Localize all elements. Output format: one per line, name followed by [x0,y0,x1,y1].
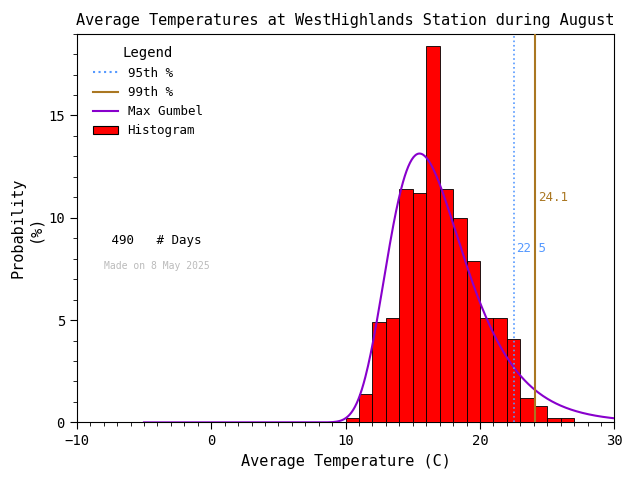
Bar [399,189,413,422]
Legend: 95th %, 99th %, Max Gumbel, Histogram: 95th %, 99th %, Max Gumbel, Histogram [88,41,207,143]
Text: 24.1: 24.1 [538,191,568,204]
Bar [547,418,561,422]
Title: Average Temperatures at WestHighlands Station during August: Average Temperatures at WestHighlands St… [76,13,615,28]
Bar [534,406,547,422]
Bar [493,318,507,422]
Text: 22.5: 22.5 [516,242,547,255]
Bar [467,261,480,422]
Text: 490   # Days: 490 # Days [104,234,201,247]
Bar [507,338,520,422]
Y-axis label: Probability
(%): Probability (%) [10,178,43,278]
Bar [413,193,426,422]
Bar [561,418,574,422]
X-axis label: Average Temperature (C): Average Temperature (C) [241,454,451,469]
Bar [440,189,453,422]
Text: Made on 8 May 2025: Made on 8 May 2025 [104,261,209,271]
Bar [453,218,467,422]
Bar [372,322,386,422]
Bar [426,46,440,422]
Bar [520,398,534,422]
Bar [386,318,399,422]
Bar [480,318,493,422]
Bar [346,418,359,422]
Bar [359,394,372,422]
